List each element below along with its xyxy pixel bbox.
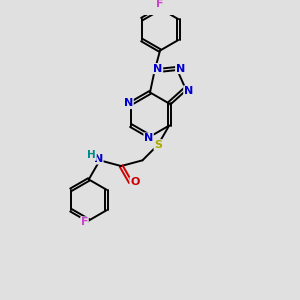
Text: S: S [154,140,162,150]
Text: H: H [88,150,96,160]
Text: N: N [144,133,153,143]
Text: N: N [153,64,163,74]
Text: O: O [130,177,140,187]
Text: N: N [94,154,103,164]
Text: F: F [156,0,164,9]
Text: F: F [81,217,88,227]
Text: N: N [124,98,133,109]
Text: N: N [176,64,185,74]
Text: N: N [184,86,193,96]
